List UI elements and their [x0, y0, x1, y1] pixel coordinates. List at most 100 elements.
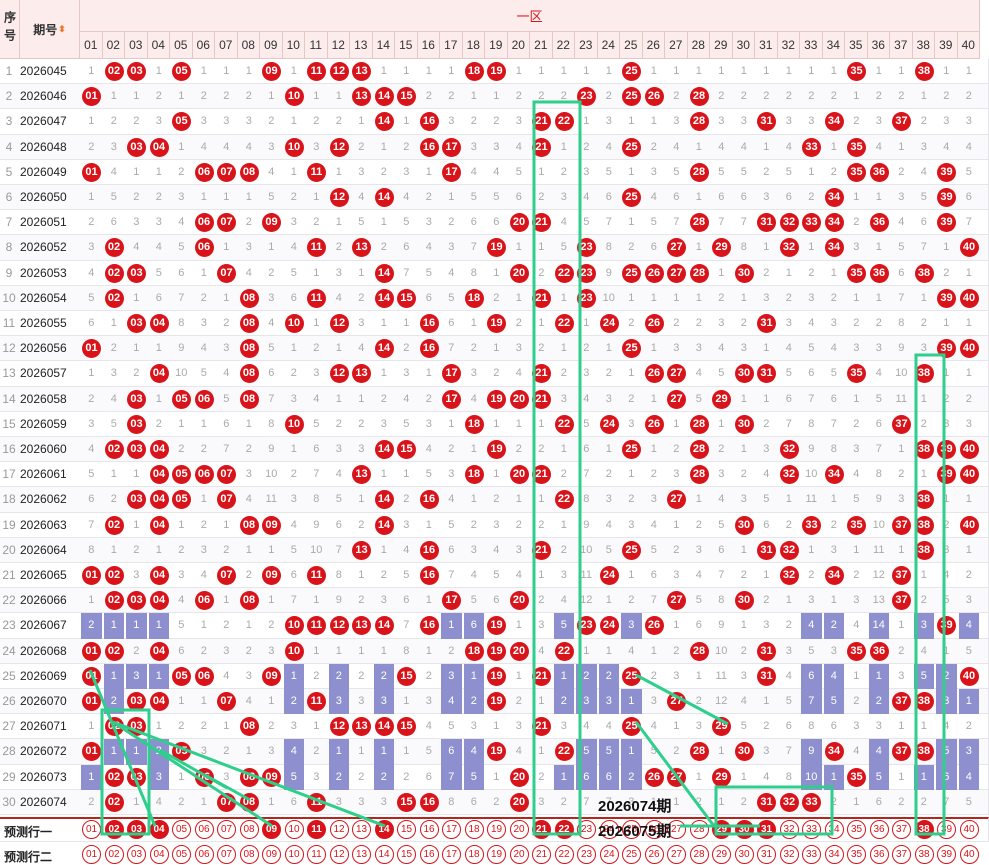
- sort-icon[interactable]: ⬍: [58, 23, 66, 34]
- missing-count: 6: [740, 191, 747, 203]
- number-ball: 14: [374, 339, 394, 359]
- missing-count: 3: [425, 417, 432, 430]
- period-label: 2026067: [20, 618, 67, 633]
- number-ball: 19: [487, 616, 506, 636]
- missing-count: 3: [853, 342, 860, 355]
- missing-count: 2: [605, 367, 612, 380]
- missing-count: 11: [895, 392, 907, 405]
- number-ball: 03: [127, 414, 146, 434]
- number-ball: 39: [937, 162, 956, 182]
- missing-count: 2: [538, 342, 545, 355]
- missing-count: 1: [268, 543, 275, 556]
- number-ball: 21: [532, 389, 551, 409]
- missing-count: 1: [965, 317, 972, 329]
- number-ball: 08: [239, 515, 259, 535]
- missing-count: 1: [200, 191, 207, 203]
- missing-count: 4: [875, 140, 882, 153]
- missing-count: 6: [88, 317, 95, 329]
- number-ball: 13: [352, 62, 371, 81]
- missing-count: 3: [268, 291, 275, 304]
- number-ball: 28: [689, 87, 709, 107]
- missing-count: 5: [470, 594, 477, 607]
- missing-bar: 6: [463, 613, 484, 639]
- missing-count: 4: [875, 367, 882, 380]
- number-ball: 20: [509, 591, 529, 611]
- missing-count: 2: [560, 468, 567, 481]
- number-ball: 36: [869, 213, 889, 233]
- missing-count: 4: [200, 140, 207, 153]
- number-ball: 12: [329, 137, 349, 157]
- missing-count: 4: [110, 392, 117, 405]
- missing-count: 1: [673, 518, 680, 531]
- missing-count: 2: [313, 115, 320, 128]
- missing-count: 3: [470, 367, 477, 380]
- missing-count: 2: [515, 90, 522, 103]
- missing-count: 5: [268, 342, 275, 355]
- missing-count: 2: [943, 90, 950, 103]
- number-ball: 05: [172, 465, 191, 485]
- missing-count: 1: [358, 266, 365, 279]
- number-ball: 26: [644, 314, 664, 333]
- missing-bar: 1: [441, 613, 462, 639]
- missing-count: 2: [898, 165, 905, 178]
- missing-count: 5: [178, 241, 185, 254]
- missing-count: 9: [605, 266, 612, 279]
- missing-count: 2: [718, 443, 725, 455]
- missing-count: 6: [425, 291, 432, 304]
- missing-count: 4: [785, 342, 792, 355]
- missing-count: 4: [448, 493, 455, 506]
- number-ball: 33: [802, 515, 821, 535]
- missing-count: 1: [155, 342, 162, 355]
- period-header[interactable]: 期号 ⬍: [20, 0, 80, 59]
- missing-count: 6: [290, 291, 297, 304]
- missing-count: 3: [965, 594, 972, 607]
- number-ball: 37: [892, 591, 911, 611]
- missing-count: 3: [223, 115, 230, 128]
- row-background: [0, 159, 989, 185]
- missing-count: 7: [223, 443, 230, 455]
- number-ball: 26: [644, 87, 664, 107]
- missing-count: 3: [200, 317, 207, 329]
- missing-count: 9: [875, 493, 882, 506]
- missing-count: 5: [403, 569, 410, 581]
- missing-count: 2: [853, 216, 860, 229]
- missing-count: 1: [425, 65, 432, 77]
- missing-count: 2: [200, 90, 207, 103]
- missing-count: 3: [605, 493, 612, 506]
- missing-count: 3: [223, 342, 230, 355]
- missing-count: 2: [898, 90, 905, 103]
- missing-count: 2: [763, 165, 770, 178]
- missing-count: 4: [88, 443, 95, 455]
- missing-count: 2: [920, 594, 927, 607]
- missing-count: 9: [718, 619, 725, 632]
- number-ball: 15: [397, 440, 416, 459]
- missing-count: 4: [493, 165, 500, 178]
- missing-count: 7: [403, 619, 410, 632]
- missing-count: 1: [313, 594, 320, 607]
- missing-count: 4: [245, 140, 252, 153]
- number-ball: 11: [307, 238, 326, 258]
- missing-count: 1: [650, 291, 657, 304]
- missing-count: 2: [133, 115, 140, 128]
- missing-count: 1: [133, 518, 140, 531]
- row-index: 20: [2, 542, 16, 557]
- missing-count: 1: [178, 140, 185, 153]
- number-ball: 16: [419, 112, 439, 132]
- missing-count: 4: [403, 543, 410, 556]
- missing-count: 2: [245, 216, 252, 229]
- number-ball: 25: [622, 62, 641, 81]
- missing-count: 7: [178, 291, 185, 304]
- number-ball: 20: [509, 263, 529, 283]
- missing-count: 3: [245, 115, 252, 128]
- missing-count: 3: [740, 342, 747, 355]
- missing-count: 11: [805, 493, 817, 506]
- missing-count: 10: [310, 543, 323, 556]
- missing-count: 4: [650, 518, 657, 531]
- missing-count: 1: [290, 342, 297, 355]
- number-ball: 01: [82, 339, 101, 359]
- missing-count: 4: [493, 543, 500, 556]
- missing-count: 7: [313, 468, 320, 481]
- missing-count: 1: [740, 543, 747, 556]
- missing-count: 3: [380, 594, 387, 607]
